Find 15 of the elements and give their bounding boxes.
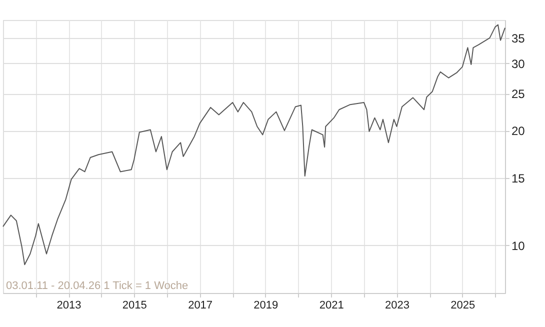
- x-tick-label: 2015: [122, 300, 147, 312]
- y-tick-label: 15: [512, 172, 526, 186]
- x-tick-label: 2017: [188, 300, 213, 312]
- y-tick-label: 30: [512, 56, 526, 71]
- y-tick-label: 20: [512, 124, 526, 138]
- x-tick-label: 2025: [450, 300, 476, 312]
- x-tick-label: 2021: [319, 300, 344, 312]
- x-tick-label: 2019: [254, 300, 278, 312]
- y-tick-label: 35: [512, 31, 526, 46]
- y-tick-label: 10: [512, 238, 526, 253]
- x-tick-label: 2023: [384, 300, 410, 312]
- annotation: 03.01.11 - 20.04.26 1 Tick = 1 Woche: [6, 280, 188, 292]
- line-series: [2, 24, 506, 266]
- x-tick-label: 2013: [56, 300, 82, 312]
- y-tick-label: 25: [512, 87, 526, 102]
